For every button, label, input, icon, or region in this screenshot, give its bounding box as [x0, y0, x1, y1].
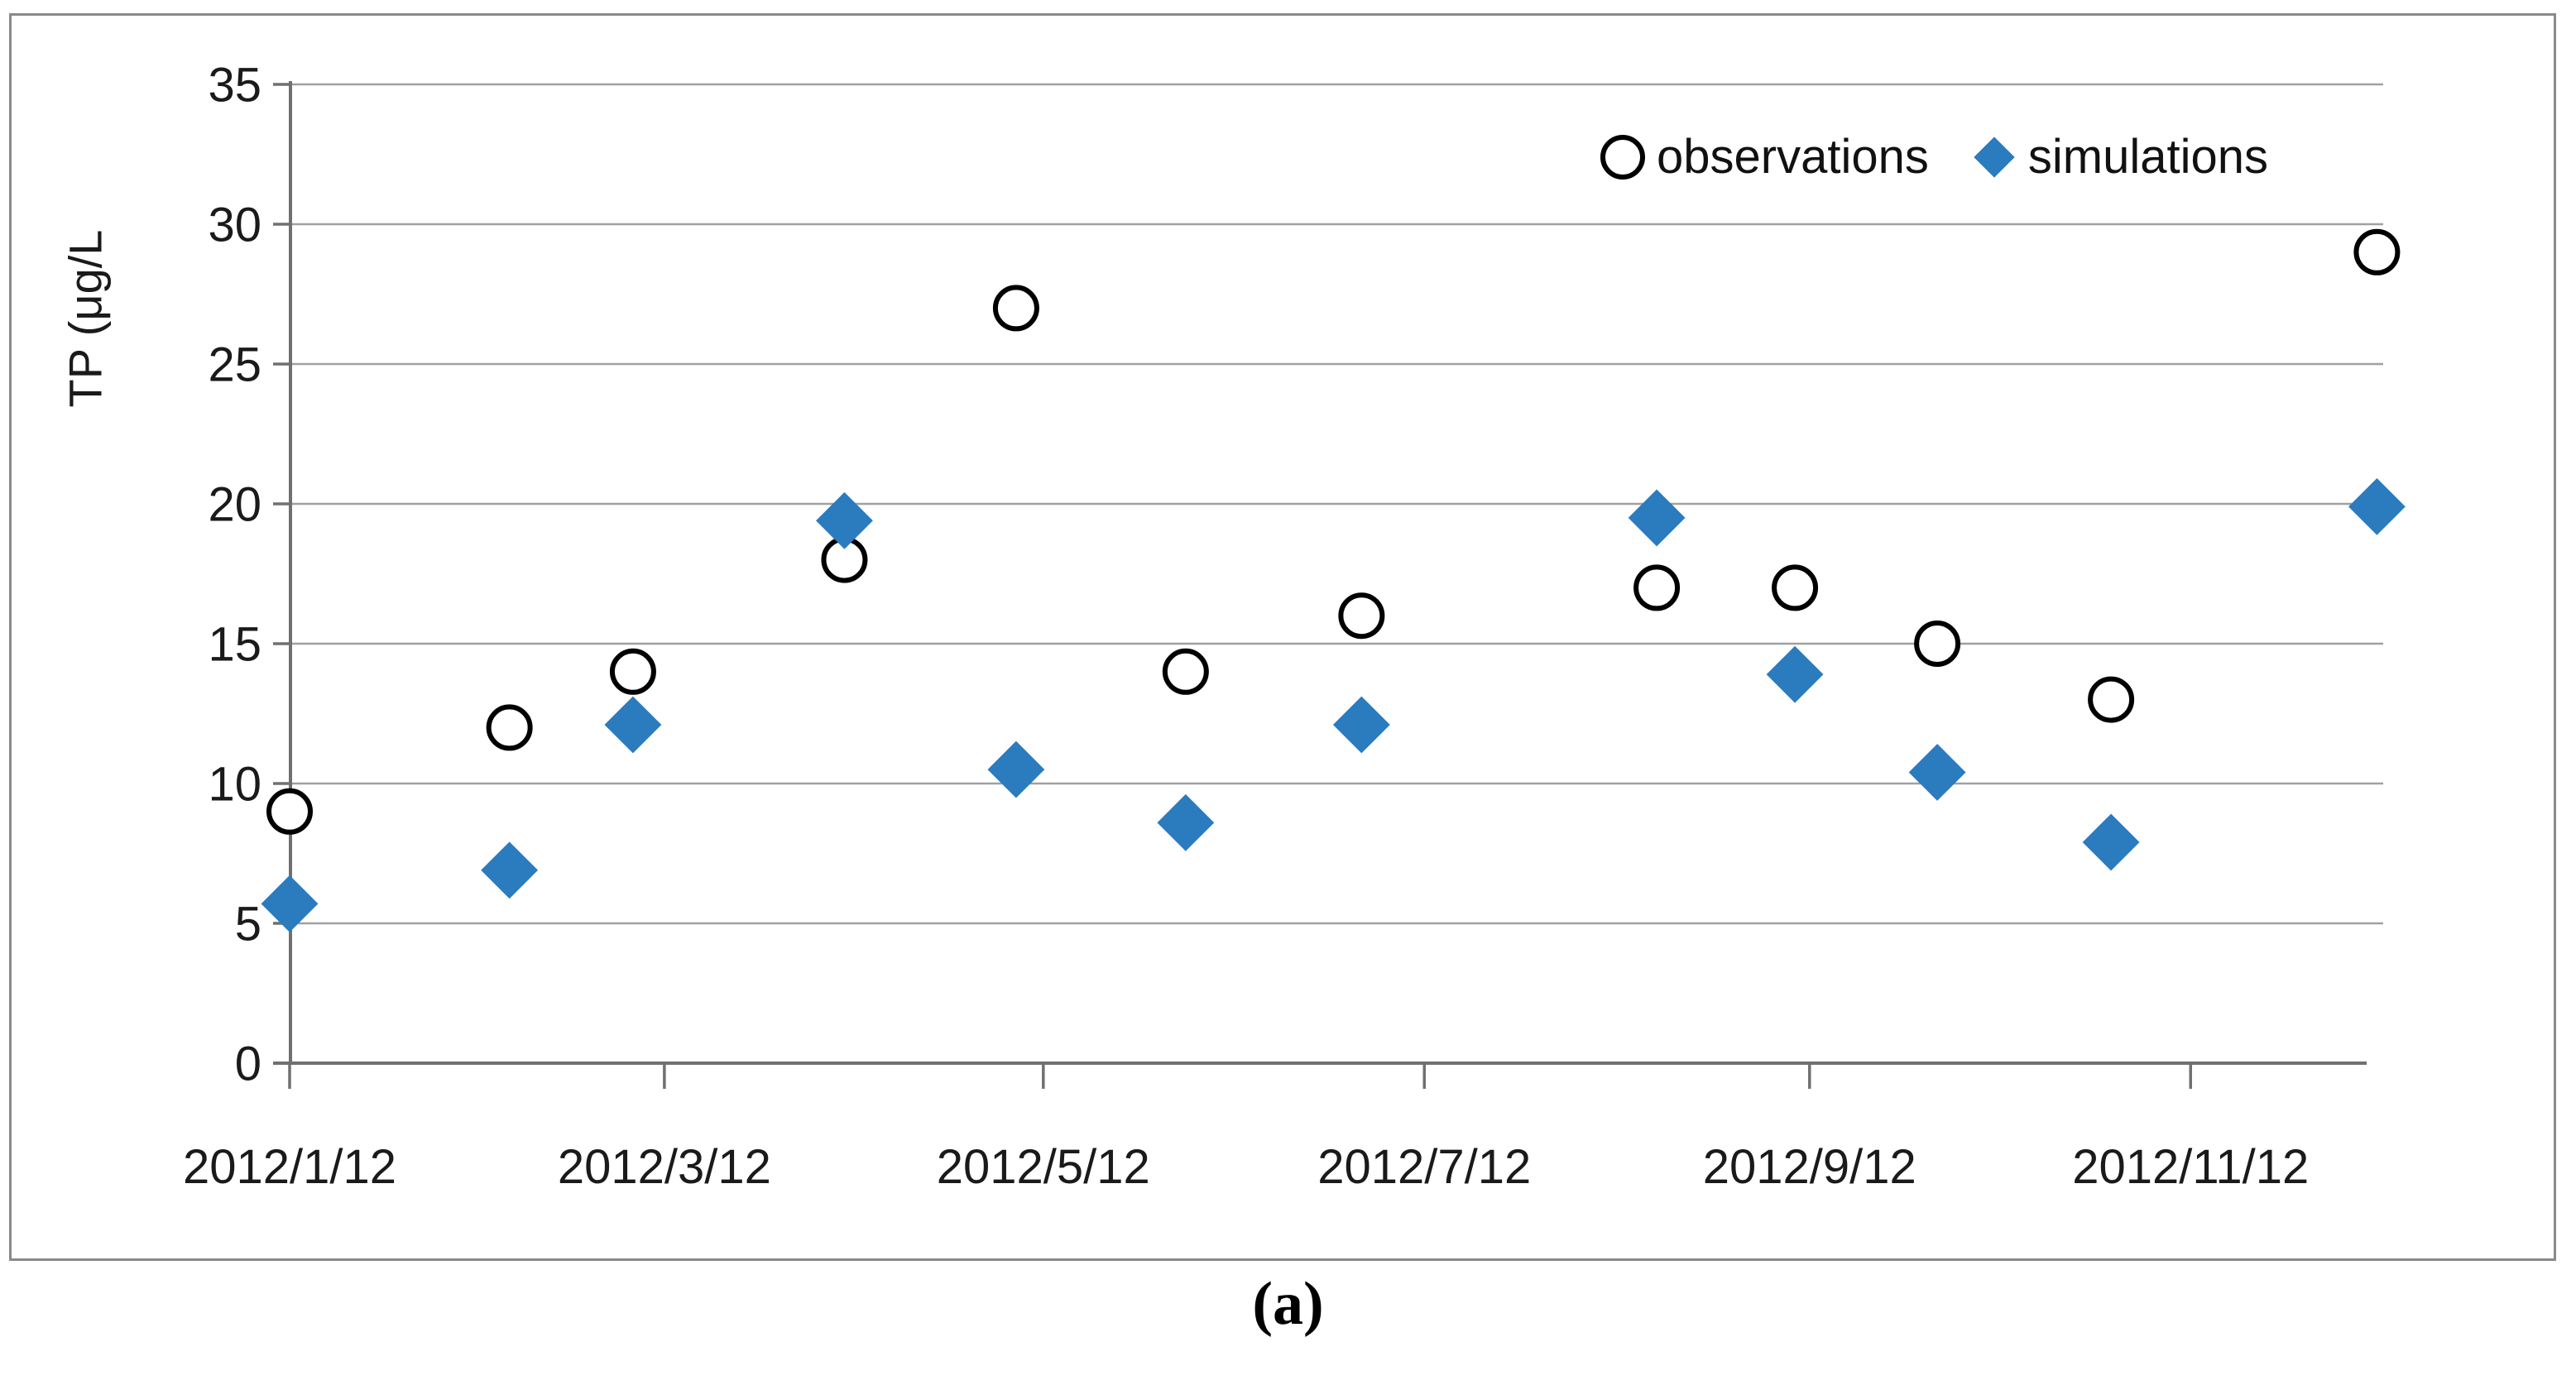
y-tick-label: 25 — [208, 338, 261, 391]
x-tick-label: 2012/11/12 — [2072, 1140, 2309, 1194]
x-tick-label: 2012/1/12 — [183, 1140, 396, 1194]
x-tick-label: 2012/3/12 — [558, 1140, 771, 1194]
simulation-point — [2348, 477, 2406, 535]
observation-point — [1338, 592, 1385, 640]
observation-point — [1914, 621, 1961, 667]
simulation-point — [1628, 489, 1686, 547]
observation-point — [992, 285, 1039, 332]
simulation-point — [1332, 696, 1390, 754]
simulation-point — [987, 740, 1045, 798]
observations-legend-label: observations — [1657, 130, 1929, 184]
observation-point — [2353, 228, 2401, 276]
observation-point — [266, 788, 313, 835]
observation-point — [2088, 676, 2135, 723]
x-tick-label: 2012/5/12 — [937, 1140, 1150, 1194]
y-tick-label: 0 — [235, 1037, 261, 1090]
chart-frame — [9, 13, 2556, 1261]
y-tick-label: 30 — [208, 198, 261, 252]
simulation-point — [816, 491, 873, 549]
y-tick-label: 15 — [208, 617, 261, 671]
simulation-point — [604, 696, 662, 754]
simulation-point — [1908, 744, 1966, 801]
observation-point — [1162, 648, 1209, 695]
y-axis-title: TP (μg/L — [59, 229, 112, 408]
simulations-legend-marker-icon — [1974, 136, 2015, 178]
observation-point — [1772, 564, 1819, 611]
y-tick-label: 10 — [208, 757, 261, 811]
simulation-point — [1157, 793, 1215, 851]
simulation-point — [481, 841, 539, 899]
x-tick-label: 2012/9/12 — [1703, 1140, 1916, 1194]
y-tick-label: 20 — [208, 477, 261, 531]
simulation-point — [2082, 813, 2140, 871]
x-tick-label: 2012/7/12 — [1317, 1140, 1531, 1194]
y-tick-label: 5 — [235, 897, 261, 951]
y-tick-label: 35 — [208, 58, 261, 112]
observation-point — [486, 704, 533, 751]
simulations-legend-label: simulations — [2027, 130, 2268, 184]
figure-caption: (a) — [1252, 1270, 1324, 1338]
observation-point — [1633, 564, 1681, 611]
observation-point — [609, 648, 656, 695]
observations-legend-marker-icon — [1600, 134, 1646, 180]
legend: observations simulations — [1600, 129, 2268, 185]
simulation-point — [261, 875, 319, 932]
simulation-point — [1766, 645, 1824, 703]
